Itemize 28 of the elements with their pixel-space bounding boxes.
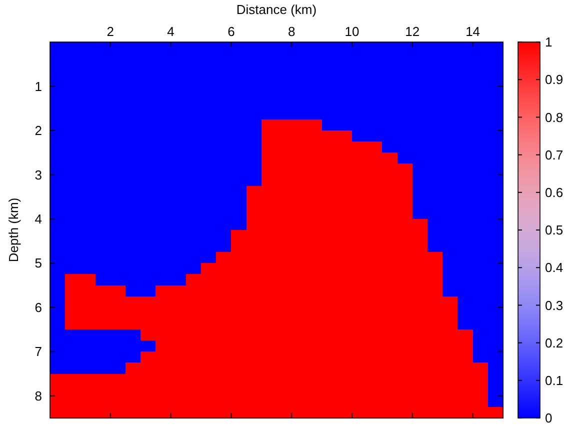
y-tick-label: 3: [34, 167, 42, 182]
color-bar-label: 0.5: [545, 222, 564, 238]
x-tick-label: 4: [167, 24, 174, 39]
y-tick-label: 5: [34, 256, 42, 271]
color-bar-label: 0.4: [545, 260, 564, 276]
x-tick-label: 8: [288, 24, 296, 39]
x-axis-title: Distance (km): [236, 2, 317, 17]
color-bar-label: 0.9: [545, 72, 564, 88]
y-axis-title: Depth (km): [6, 198, 21, 262]
y-tick-label: 8: [34, 388, 42, 404]
x-tick-label: 6: [228, 24, 235, 39]
x-tick-label: 2: [106, 24, 114, 39]
color-bar-label: 0.8: [545, 110, 564, 125]
y-tick-label: 2: [34, 123, 42, 138]
color-bar-label: 0: [545, 410, 552, 426]
color-bar-label: 0.3: [545, 298, 564, 313]
color-bar-label: 0.2: [545, 335, 564, 350]
y-tick-label: 4: [34, 211, 42, 226]
y-tick-label: 6: [34, 300, 42, 315]
y-tick-label: 7: [34, 344, 42, 360]
color-bar-label: 0.7: [545, 147, 564, 162]
color-bar-label: 0.6: [545, 184, 564, 200]
y-tick-label: 1: [34, 78, 42, 94]
x-tick-label: 10: [344, 24, 360, 39]
x-tick-label: 12: [405, 24, 420, 39]
color-bar-label: 1: [545, 34, 552, 50]
x-tick-label: 14: [466, 24, 480, 39]
color-bar-label: 0.1: [545, 372, 564, 388]
